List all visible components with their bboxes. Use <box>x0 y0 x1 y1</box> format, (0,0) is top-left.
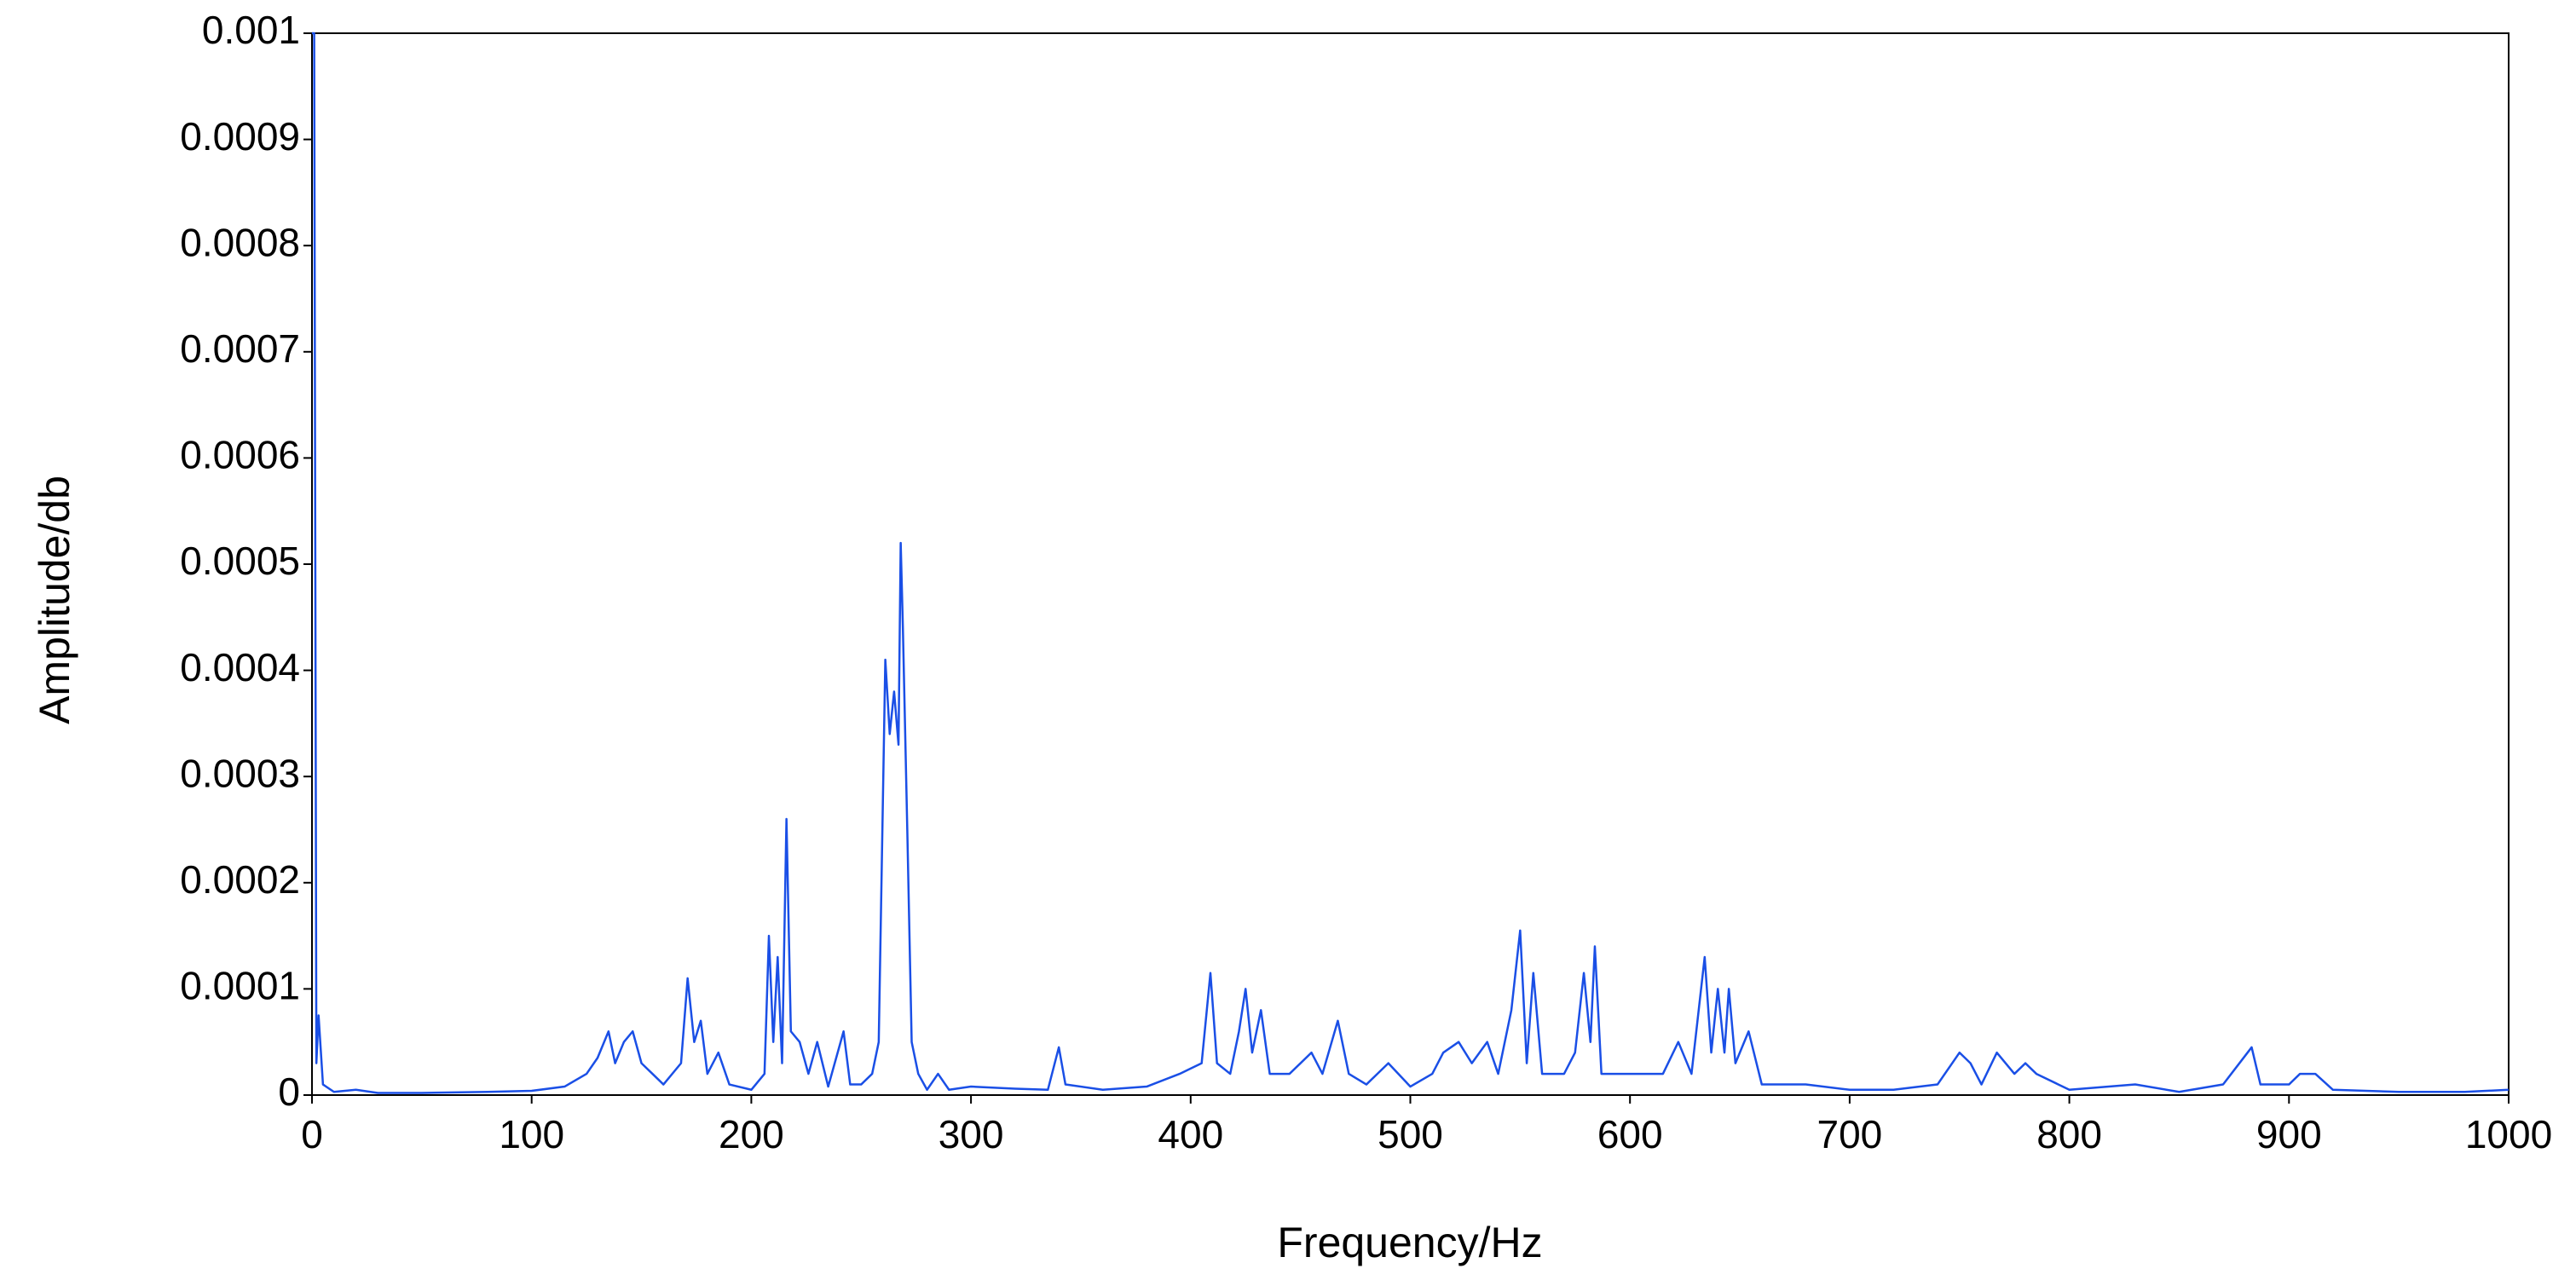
x-tick-label: 200 <box>719 1112 784 1156</box>
y-tick-label: 0 <box>278 1070 300 1114</box>
y-tick-label: 0.0005 <box>180 539 300 583</box>
x-tick-label: 700 <box>1817 1112 1883 1156</box>
y-tick-label: 0.0007 <box>180 326 300 371</box>
x-tick-label: 900 <box>2256 1112 2322 1156</box>
y-tick-label: 0.0003 <box>180 751 300 795</box>
x-tick-label: 1000 <box>2465 1112 2552 1156</box>
plot-frame <box>311 32 2510 1096</box>
y-tick-label: 0.0009 <box>180 114 300 159</box>
x-tick-label: 300 <box>939 1112 1004 1156</box>
spectrum-line <box>312 32 2510 1094</box>
y-tick-label: 0.001 <box>202 8 300 52</box>
x-tick-label: 600 <box>1597 1112 1663 1156</box>
x-tick-label: 100 <box>499 1112 564 1156</box>
x-tick-label: 0 <box>301 1112 323 1156</box>
x-axis-title: Frequency/Hz <box>1277 1219 1542 1266</box>
x-tick-label: 400 <box>1158 1112 1223 1156</box>
y-tick-label: 0.0008 <box>180 220 300 264</box>
y-axis-title: Amplitude/db <box>31 476 78 724</box>
y-tick-label: 0.0004 <box>180 645 300 689</box>
y-tick-label: 0.0006 <box>180 433 300 477</box>
y-tick-label: 0.0002 <box>180 857 300 902</box>
x-tick-label: 500 <box>1378 1112 1443 1156</box>
x-tick-label: 800 <box>2036 1112 2102 1156</box>
y-tick-label: 0.0001 <box>180 964 300 1008</box>
